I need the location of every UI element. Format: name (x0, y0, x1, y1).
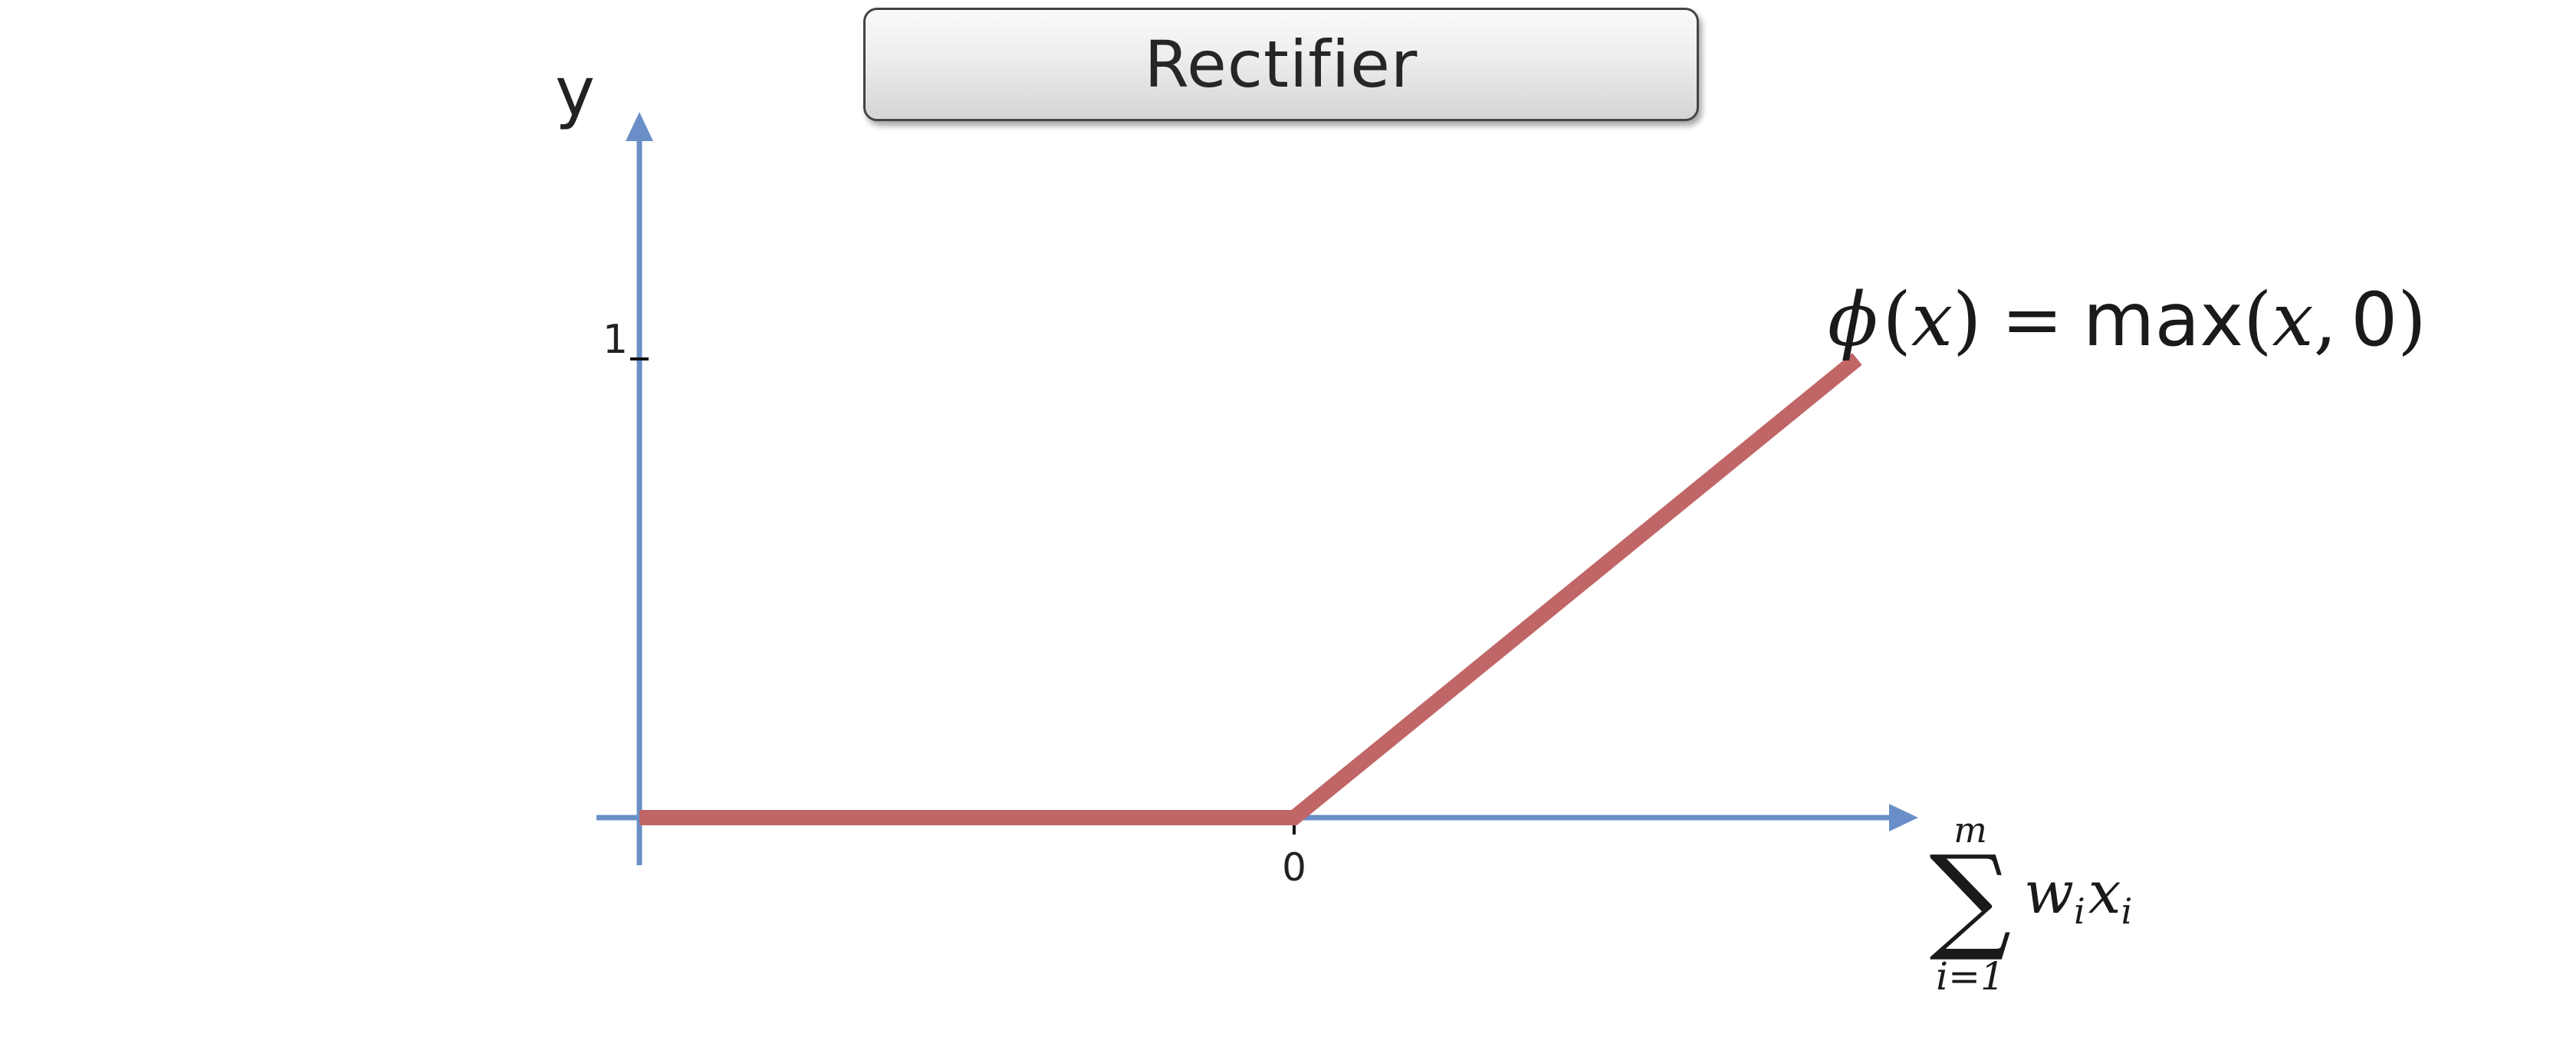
formula-phi: ϕ (1828, 277, 1878, 363)
y-axis-label: y (555, 52, 595, 131)
svg-text:wixi: wixi (2024, 858, 2132, 932)
x-axis-label: m ∑ i=1 wixi (1929, 809, 2132, 999)
term-w: w (2024, 858, 2074, 927)
y-axis-arrowhead (626, 112, 653, 141)
title-box: Rectifier (863, 8, 1699, 121)
x-axis-arrowhead (1889, 804, 1918, 831)
sum-upper-limit: m (1953, 809, 1987, 851)
formula-args-open: ( (2243, 277, 2272, 363)
formula-equals: = (2001, 277, 2062, 363)
x-tick-label: 0 (1282, 845, 1306, 890)
formula-arg-var: x (2272, 277, 2314, 363)
title-text: Rectifier (1144, 27, 1418, 102)
formula-arg-zero: 0 (2351, 277, 2397, 363)
sum-lower-limit: i=1 (1936, 954, 2005, 999)
formula-args-close: ) (2397, 277, 2426, 363)
rectifier-curve (639, 353, 1862, 825)
formula-open-paren: ( (1882, 277, 1911, 363)
formula-comma: , (2314, 277, 2338, 363)
term-w-sub: i (2074, 891, 2085, 932)
formula-label: ϕ(x) = max(x, 0) (1828, 277, 2426, 363)
formula-close-paren: ) (1953, 277, 1981, 363)
formula-var: x (1911, 277, 1953, 363)
y-tick-label: 1 (603, 317, 628, 363)
formula-func: max (2083, 277, 2243, 363)
term-x: x (2088, 858, 2121, 927)
sum-symbol: ∑ (1929, 831, 2011, 965)
svg-text:ϕ(x)=max(x,0): ϕ(x) = max(x, 0) (1828, 277, 2426, 363)
term-x-sub: i (2121, 891, 2133, 932)
